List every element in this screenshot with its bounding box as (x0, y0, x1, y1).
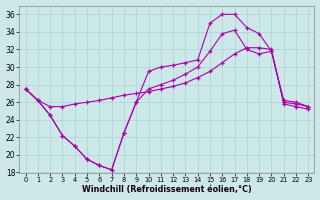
X-axis label: Windchill (Refroidissement éolien,°C): Windchill (Refroidissement éolien,°C) (82, 185, 252, 194)
